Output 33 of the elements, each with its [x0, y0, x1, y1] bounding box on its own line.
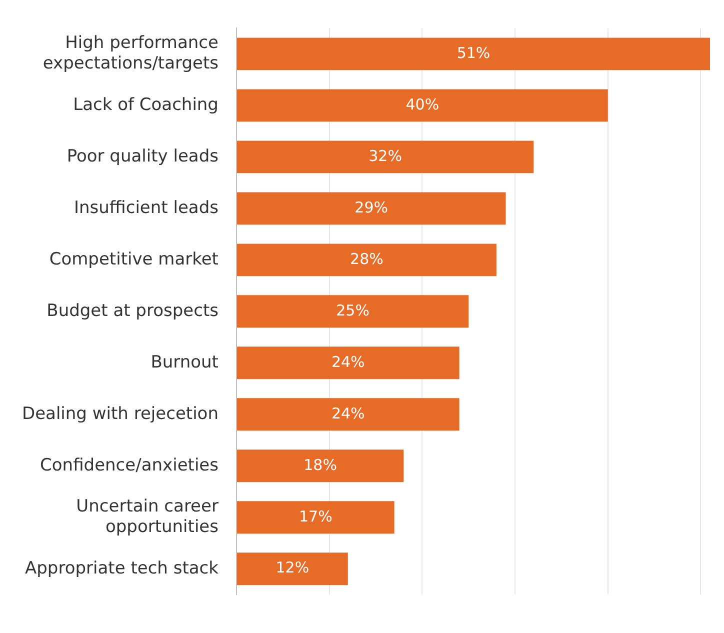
data-label: 32% — [368, 146, 402, 165]
data-label: 29% — [354, 198, 388, 216]
y-tick-label: Appropriate tech stack — [25, 558, 219, 578]
data-label: 24% — [331, 404, 365, 422]
data-label: 18% — [304, 456, 337, 474]
y-tick-label: Poor quality leads — [66, 146, 219, 166]
data-label: 51% — [456, 44, 490, 62]
data-label: 17% — [298, 507, 332, 526]
y-tick-label: Lack of Coaching — [73, 94, 218, 115]
bar — [236, 552, 348, 586]
bar — [236, 501, 394, 534]
bar — [236, 398, 460, 431]
bar — [236, 346, 460, 380]
y-tick-label: Confidence/anxieties — [40, 455, 219, 476]
y-tick-label: Dealing with rejecetion — [22, 404, 218, 424]
bar — [236, 192, 506, 225]
data-label: 40% — [406, 95, 440, 114]
bar — [236, 295, 469, 328]
bar — [236, 244, 496, 276]
y-tick-label: Budget at prospects — [46, 300, 219, 321]
bar — [236, 140, 534, 174]
data-label: 24% — [331, 352, 365, 371]
data-label: 28% — [350, 250, 384, 268]
y-tick-label: Insufficient leads — [74, 198, 219, 218]
y-tick-label: Burnout — [150, 352, 219, 372]
data-label: 25% — [336, 301, 370, 320]
y-tick-label: Competitive market — [49, 249, 219, 270]
y-tick-label: High performance expectations/targets — [42, 33, 219, 74]
bar — [236, 450, 404, 482]
y-tick-label: Uncertain career opportunities — [76, 496, 219, 537]
bar — [236, 38, 710, 70]
bar — [236, 89, 608, 122]
data-label: 12% — [276, 558, 310, 577]
